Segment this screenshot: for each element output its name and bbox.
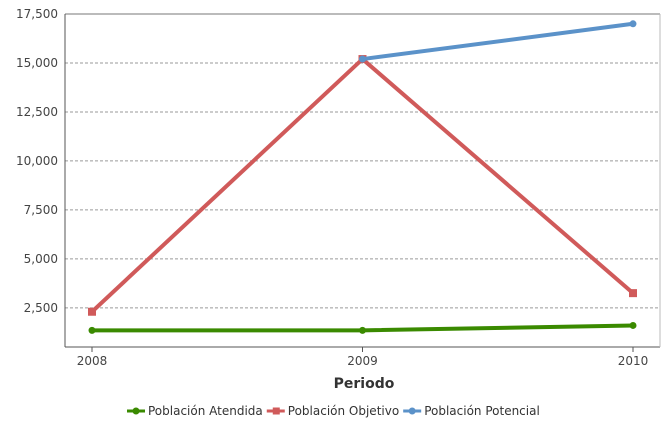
- y-tick-labels: 2,500 5,000 7,500 10,000 12,500 15,000 17,500: [16, 7, 58, 315]
- legend-label: Población Objetivo: [288, 404, 399, 418]
- series: [88, 55, 637, 316]
- data-point[interactable]: [88, 326, 96, 334]
- data-point[interactable]: [629, 321, 637, 329]
- y-tick-label: 12,500: [16, 105, 58, 119]
- data-point[interactable]: [359, 55, 366, 63]
- legend-label: Población Atendida: [148, 404, 263, 418]
- data-point[interactable]: [629, 289, 637, 298]
- gridlines: [65, 13, 660, 309]
- series: [359, 20, 637, 63]
- series-line: [90, 57, 635, 314]
- x-tick-label: 2008: [77, 354, 108, 368]
- legend-swatch-marker: [272, 407, 280, 415]
- y-tick-label: 5,000: [24, 252, 58, 266]
- legend-item[interactable]: Población Objetivo: [266, 404, 399, 418]
- series: [88, 321, 637, 334]
- y-tick-label: 7,500: [24, 203, 58, 217]
- series-group: [88, 20, 637, 334]
- y-tick-label: 2,500: [24, 301, 58, 315]
- y-tick-label: 10,000: [16, 154, 58, 168]
- legend-item[interactable]: Población Atendida: [127, 404, 263, 418]
- legend-label: Población Potencial: [424, 404, 540, 418]
- legend-item[interactable]: Población Potencial: [403, 404, 540, 418]
- y-tick-label: 15,000: [16, 56, 58, 70]
- x-tick-label: 2010: [618, 354, 649, 368]
- x-axis-title: Periodo: [334, 376, 395, 392]
- legend-swatch-marker: [408, 407, 416, 415]
- y-tick-label: 17,500: [16, 7, 58, 21]
- x-tick-label: 2009: [347, 354, 378, 368]
- data-point[interactable]: [359, 326, 366, 334]
- axes: [64, 14, 661, 352]
- legend-swatch-marker: [132, 407, 140, 415]
- series-line: [360, 21, 635, 62]
- data-point[interactable]: [629, 20, 637, 28]
- legend: Población Atendida Población Objetivo Pobl…: [127, 404, 540, 418]
- x-tick-labels: 2008 2009 2010: [77, 354, 649, 368]
- data-point[interactable]: [88, 307, 96, 316]
